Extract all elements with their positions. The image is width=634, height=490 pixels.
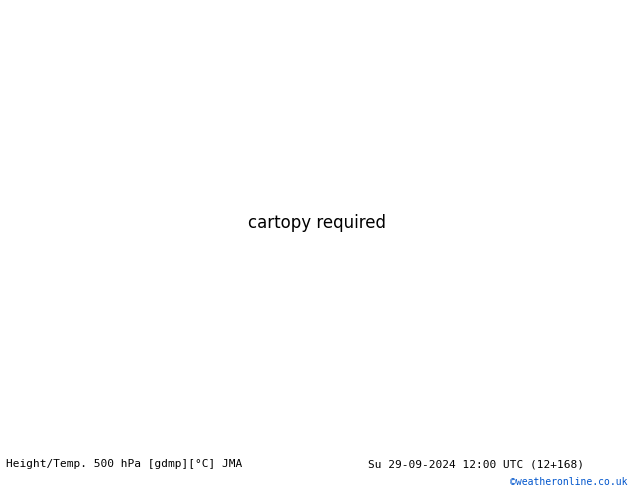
Text: Height/Temp. 500 hPa [gdmp][°C] JMA: Height/Temp. 500 hPa [gdmp][°C] JMA — [6, 459, 243, 469]
Text: cartopy required: cartopy required — [248, 215, 386, 232]
Text: Su 29-09-2024 12:00 UTC (12+168): Su 29-09-2024 12:00 UTC (12+168) — [368, 459, 584, 469]
Text: ©weatheronline.co.uk: ©weatheronline.co.uk — [510, 477, 628, 487]
